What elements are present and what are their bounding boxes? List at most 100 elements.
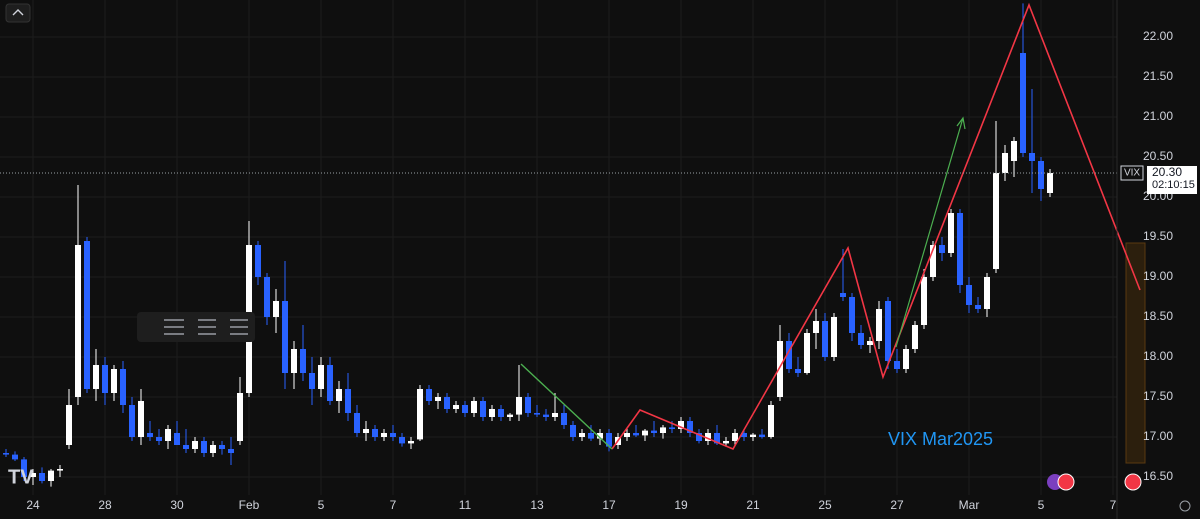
candle-body [651, 430, 657, 433]
candle-body [363, 429, 369, 433]
candle-body [183, 445, 189, 449]
candle-body [948, 213, 954, 253]
collapse-button[interactable] [5, 3, 31, 23]
candle-body [300, 349, 306, 373]
candle-body [867, 341, 873, 345]
candle-body [1038, 161, 1044, 189]
candle-body [858, 333, 864, 345]
x-tick-label: 19 [674, 498, 688, 512]
candle-body [354, 413, 360, 433]
candle-body [840, 293, 846, 297]
candle-body [273, 301, 279, 317]
annotation: VIX Mar2025 [888, 429, 993, 449]
candle-body [732, 433, 738, 441]
candle-body [543, 414, 549, 417]
toolbar-icons [164, 319, 248, 335]
x-tick-label: 24 [26, 498, 40, 512]
x-tick-label: 7 [1110, 498, 1117, 512]
candle-body [1002, 153, 1008, 173]
trend-line [611, 2, 1141, 451]
x-tick-label: 30 [170, 498, 184, 512]
candle-body [390, 433, 396, 437]
x-tick-label: 17 [602, 498, 616, 512]
candle-body [822, 321, 828, 357]
candle-body [39, 473, 45, 481]
candle-body [813, 321, 819, 333]
x-tick-label: 5 [318, 498, 325, 512]
candle-body [408, 441, 414, 444]
candle-body [507, 414, 513, 417]
candle-body [219, 445, 225, 449]
candle-body [750, 434, 756, 437]
candle-body [741, 433, 747, 437]
y-tick-label: 19.00 [1143, 269, 1173, 283]
candle-body [759, 434, 765, 437]
logo: TV [8, 466, 34, 488]
candle-body [876, 309, 882, 341]
candle-body [912, 325, 918, 349]
x-tick-label: 13 [530, 498, 544, 512]
y-tick-label: 20.50 [1143, 149, 1173, 163]
y-tick-label: 16.50 [1143, 469, 1173, 483]
price-axis: 16.5017.0017.5018.0018.5019.0019.5020.00… [1143, 29, 1173, 483]
candle-body [165, 429, 171, 441]
candle-body [795, 369, 801, 373]
candle-body [264, 277, 270, 317]
candle-body [597, 433, 603, 439]
candle-body [435, 397, 441, 401]
candle-body [93, 365, 99, 389]
last-price: 20.30 [1152, 165, 1182, 179]
x-tick-label: 21 [746, 498, 760, 512]
candle-body [624, 433, 630, 437]
candle-body [147, 433, 153, 437]
candle-body [570, 425, 576, 437]
collapse-icon [12, 9, 24, 16]
candle-body [642, 430, 648, 436]
candle-body [534, 413, 540, 415]
candle-body [885, 301, 891, 361]
candle-body [714, 433, 720, 444]
candle-body [201, 441, 207, 453]
candle-body [66, 405, 72, 445]
symbol-box [1120, 165, 1144, 181]
candle-body [255, 245, 261, 277]
settings-icon[interactable] [1179, 500, 1191, 512]
candle-body [705, 433, 711, 441]
candle-body [993, 173, 999, 269]
candle-body [48, 470, 54, 481]
candle-body [669, 427, 675, 429]
symbol-label: VIX [1124, 168, 1140, 179]
candle-body [309, 373, 315, 389]
candle-body [399, 437, 405, 444]
candle-body [453, 405, 459, 409]
arrow-line [895, 117, 964, 348]
candle-body [921, 277, 927, 325]
y-tick-label: 22.00 [1143, 29, 1173, 43]
candle-body [939, 245, 945, 253]
candle-body [498, 409, 504, 417]
candle-body [1011, 141, 1017, 161]
candle-body [786, 341, 792, 369]
x-tick-label: 5 [1038, 498, 1045, 512]
candle-body [894, 361, 900, 369]
candle-body [723, 441, 729, 444]
event-icon [1124, 473, 1142, 491]
candle-body [489, 409, 495, 417]
candle-body [768, 405, 774, 437]
candle-body [372, 429, 378, 437]
candle-body [957, 213, 963, 285]
price-tag: VIX 20.30 02:10:15 [1120, 165, 1197, 194]
candle-body [192, 441, 198, 449]
candle-body [606, 433, 612, 447]
candle-body [1029, 153, 1035, 161]
candle-body [228, 449, 234, 453]
candle-body [687, 421, 693, 433]
candle-body [237, 393, 243, 441]
candle-body [21, 459, 27, 477]
candle-body [75, 245, 81, 397]
candle-body [111, 369, 117, 393]
candle-body [930, 245, 936, 277]
candle-body [633, 433, 639, 436]
candle-body [84, 241, 90, 389]
